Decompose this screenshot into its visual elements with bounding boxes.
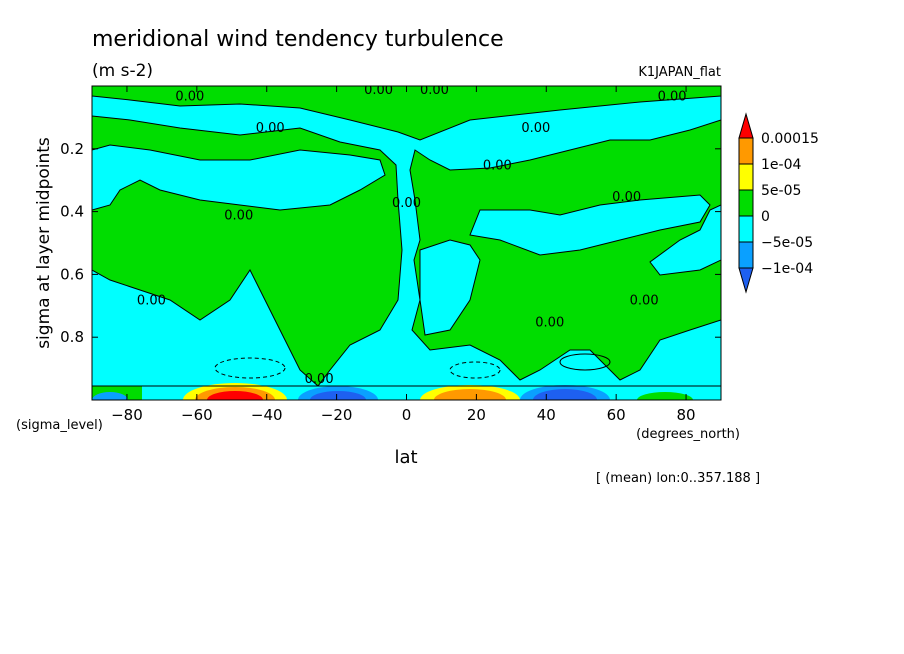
contour-label: 0.00 <box>483 159 512 174</box>
y-tick-label: 0.8 <box>60 328 84 346</box>
y-tick-label: 0.4 <box>60 203 84 221</box>
contour-label: 0.00 <box>224 209 253 224</box>
colorbar-label: 1e-04 <box>761 157 801 173</box>
colorbar-min-arrow <box>738 267 754 294</box>
x-tick-label: 0 <box>402 406 412 424</box>
colorbar-swatch <box>738 137 754 165</box>
dataset-label: K1JAPAN_flat <box>638 65 721 80</box>
cyan-island-equatorial <box>419 239 481 336</box>
colorbar: 0.00015 1e-04 5e-05 0 −5e-05 −1e-04 <box>738 112 819 294</box>
x-tick-label: 80 <box>677 406 696 424</box>
green-region-upper <box>92 86 721 141</box>
x-tick-label: −80 <box>111 406 143 424</box>
colorbar-swatch <box>738 241 754 269</box>
contour-label: 0.00 <box>658 89 687 104</box>
contour-label: 0.00 <box>392 196 421 211</box>
chart-title: meridional wind tendency turbulence <box>92 27 504 52</box>
contour-label: 0.00 <box>256 121 285 136</box>
green-region-left <box>92 115 403 387</box>
x-tick-label: −20 <box>321 406 353 424</box>
contour-label: 0.00 <box>364 83 393 98</box>
y-tick-label: 0.2 <box>60 140 84 158</box>
y-axis: 0.2 0.4 0.6 0.8 <box>60 140 721 346</box>
colorbar-max-arrow <box>738 112 754 139</box>
x-tick-label: 60 <box>607 406 626 424</box>
x-tick-label: −40 <box>251 406 283 424</box>
y-axis-label: sigma at layer midpoints <box>34 137 54 349</box>
contour-label: 0.00 <box>630 294 659 309</box>
x-axis: −80 −60 −40 −20 0 20 40 60 80 <box>111 86 696 424</box>
contour-label: 0.00 <box>137 294 166 309</box>
colorbar-swatch <box>738 215 754 243</box>
x-axis-label: lat <box>394 447 417 468</box>
mean-longitude-note: [ (mean) lon:0..357.188 ] <box>596 471 760 486</box>
colorbar-label: −5e-05 <box>761 235 813 251</box>
x-axis-units: (degrees_north) <box>636 427 740 442</box>
colorbar-label: −1e-04 <box>761 261 813 277</box>
y-tick-label: 0.6 <box>60 265 84 283</box>
contour-label: 0.00 <box>175 89 204 104</box>
cyan-island-right <box>469 194 711 256</box>
colorbar-label: 5e-05 <box>761 183 801 199</box>
contour-label: 0.00 <box>420 83 449 98</box>
negative-core-sh-edge <box>92 392 128 400</box>
colorbar-label: 0.00015 <box>761 131 819 147</box>
x-tick-label: 20 <box>467 406 486 424</box>
colorbar-swatch <box>738 189 754 217</box>
x-tick-label: 40 <box>537 406 556 424</box>
contour-label: 0.00 <box>521 121 550 136</box>
contour-label: 0.00 <box>305 372 334 387</box>
chart-units: (m s-2) <box>92 61 153 81</box>
plot-area: 0.00 0.00 0.00 0.00 0.00 0.00 0.00 0.00 0.00 0.00… <box>92 83 721 400</box>
y-axis-units: (sigma_level) <box>16 418 103 433</box>
contour-label: 0.00 <box>535 316 564 331</box>
contour-label: 0.00 <box>612 190 641 205</box>
x-tick-label: −60 <box>181 406 213 424</box>
colorbar-swatch <box>738 163 754 191</box>
colorbar-label: 0 <box>761 209 770 225</box>
contour-labels: 0.00 0.00 0.00 0.00 0.00 0.00 0.00 0.00 0.00 0.00… <box>137 83 687 387</box>
